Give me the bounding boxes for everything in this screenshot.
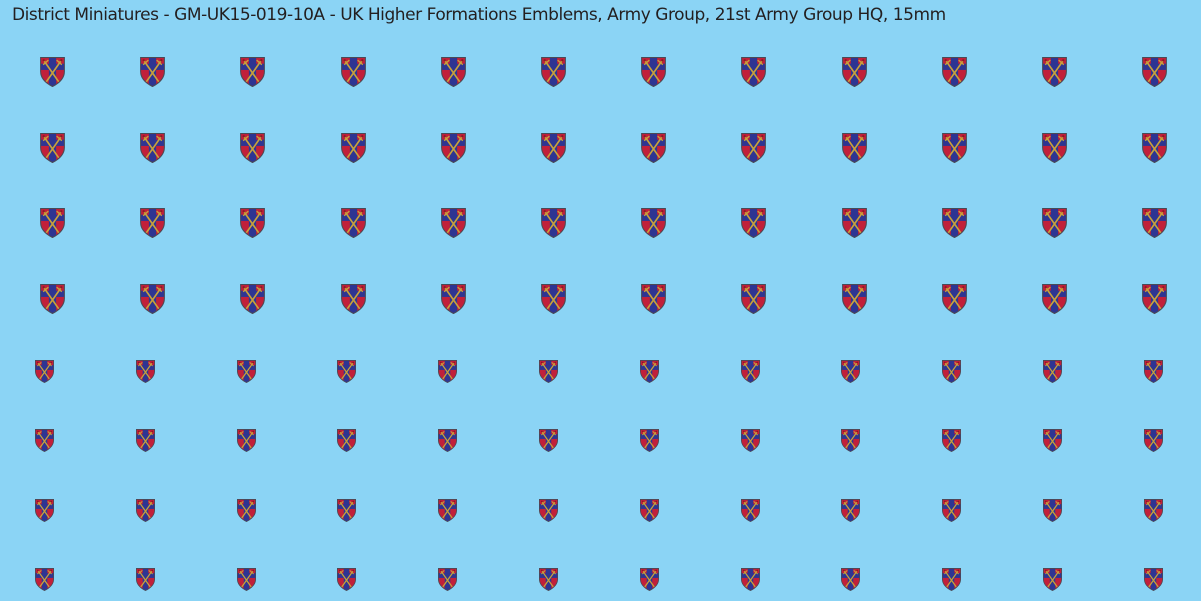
emblem-shield-icon xyxy=(40,57,65,87)
emblem-shield-icon xyxy=(741,208,766,238)
emblem-shield-icon xyxy=(1142,208,1167,238)
emblem-shield-icon xyxy=(841,360,860,383)
emblem-shield-icon xyxy=(842,133,867,163)
emblem-shield-icon xyxy=(640,499,659,522)
emblem-shield-icon xyxy=(35,568,54,591)
emblem-shield-icon xyxy=(136,499,155,522)
emblem-shield-icon xyxy=(40,133,65,163)
emblem-shield-icon xyxy=(140,57,165,87)
emblem-shield-icon xyxy=(942,568,961,591)
emblem-shield-icon xyxy=(438,499,457,522)
page-title: District Miniatures - GM-UK15-019-10A - … xyxy=(12,5,946,25)
emblem-shield-icon xyxy=(1042,284,1067,314)
emblem-shield-icon xyxy=(237,499,256,522)
emblem-shield-icon xyxy=(1142,133,1167,163)
emblem-shield-icon xyxy=(140,208,165,238)
emblem-shield-icon xyxy=(942,429,961,452)
emblem-shield-icon xyxy=(741,57,766,87)
emblem-shield-icon xyxy=(136,360,155,383)
emblem-shield-icon xyxy=(337,568,356,591)
emblem-shield-icon xyxy=(136,568,155,591)
emblem-shield-icon xyxy=(341,57,366,87)
emblem-shield-icon xyxy=(1144,429,1163,452)
emblem-shield-icon xyxy=(1043,360,1062,383)
emblem-shield-icon xyxy=(438,360,457,383)
emblem-shield-icon xyxy=(240,57,265,87)
emblem-shield-icon xyxy=(40,284,65,314)
emblem-shield-icon xyxy=(341,284,366,314)
emblem-shield-icon xyxy=(539,499,558,522)
emblem-shield-icon xyxy=(1043,568,1062,591)
emblem-shield-icon xyxy=(741,133,766,163)
emblem-shield-icon xyxy=(842,57,867,87)
emblem-shield-icon xyxy=(942,499,961,522)
emblem-shield-icon xyxy=(438,429,457,452)
emblem-shield-icon xyxy=(1043,499,1062,522)
emblem-shield-icon xyxy=(136,429,155,452)
emblem-shield-icon xyxy=(1142,57,1167,87)
emblem-shield-icon xyxy=(35,499,54,522)
emblem-shield-icon xyxy=(1042,133,1067,163)
emblem-shield-icon xyxy=(842,208,867,238)
emblem-shield-icon xyxy=(337,360,356,383)
emblem-shield-icon xyxy=(240,208,265,238)
emblem-shield-icon xyxy=(1043,429,1062,452)
emblem-shield-icon xyxy=(341,133,366,163)
emblem-shield-icon xyxy=(539,568,558,591)
emblem-shield-icon xyxy=(640,429,659,452)
emblem-shield-icon xyxy=(237,568,256,591)
emblem-shield-icon xyxy=(441,133,466,163)
emblem-shield-icon xyxy=(741,284,766,314)
emblem-shield-icon xyxy=(841,429,860,452)
emblem-shield-icon xyxy=(641,284,666,314)
emblem-shield-icon xyxy=(441,284,466,314)
emblem-shield-icon xyxy=(541,133,566,163)
emblem-shield-icon xyxy=(441,57,466,87)
emblem-shield-icon xyxy=(1144,360,1163,383)
emblem-shield-icon xyxy=(641,208,666,238)
emblem-shield-icon xyxy=(237,429,256,452)
emblem-shield-icon xyxy=(539,429,558,452)
emblem-shield-icon xyxy=(842,284,867,314)
emblem-shield-icon xyxy=(741,429,760,452)
emblem-shield-icon xyxy=(841,499,860,522)
emblem-shield-icon xyxy=(35,360,54,383)
emblem-shield-icon xyxy=(337,499,356,522)
emblem-shield-icon xyxy=(240,284,265,314)
emblem-shield-icon xyxy=(341,208,366,238)
emblem-shield-icon xyxy=(541,208,566,238)
emblem-shield-icon xyxy=(942,284,967,314)
emblem-shield-icon xyxy=(641,57,666,87)
emblem-shield-icon xyxy=(237,360,256,383)
emblem-shield-icon xyxy=(841,568,860,591)
emblem-shield-icon xyxy=(1142,284,1167,314)
emblem-shield-icon xyxy=(640,568,659,591)
emblem-shield-icon xyxy=(441,208,466,238)
emblem-shield-icon xyxy=(1144,499,1163,522)
emblem-shield-icon xyxy=(942,360,961,383)
emblem-shield-icon xyxy=(741,360,760,383)
emblem-shield-icon xyxy=(942,208,967,238)
emblem-shield-icon xyxy=(741,568,760,591)
emblem-shield-icon xyxy=(240,133,265,163)
emblem-shield-icon xyxy=(1042,208,1067,238)
emblem-shield-icon xyxy=(140,133,165,163)
emblem-shield-icon xyxy=(140,284,165,314)
emblem-shield-icon xyxy=(1144,568,1163,591)
emblem-shield-icon xyxy=(1042,57,1067,87)
emblem-shield-icon xyxy=(741,499,760,522)
emblem-shield-icon xyxy=(640,360,659,383)
emblem-shield-icon xyxy=(539,360,558,383)
emblem-shield-icon xyxy=(35,429,54,452)
emblem-shield-icon xyxy=(40,208,65,238)
emblem-shield-icon xyxy=(641,133,666,163)
emblem-shield-icon xyxy=(942,57,967,87)
emblem-shield-icon xyxy=(541,57,566,87)
emblem-shield-icon xyxy=(438,568,457,591)
emblem-shield-icon xyxy=(541,284,566,314)
emblem-shield-icon xyxy=(337,429,356,452)
emblem-shield-icon xyxy=(942,133,967,163)
